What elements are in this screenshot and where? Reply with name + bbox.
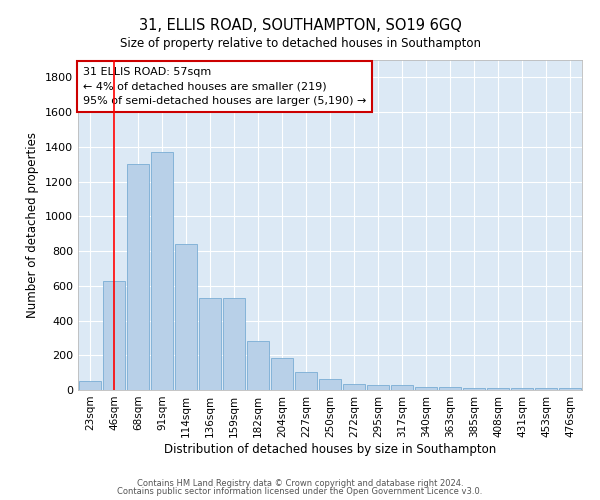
- Bar: [319, 378, 341, 390]
- Bar: [511, 388, 533, 390]
- Bar: [391, 385, 413, 390]
- Bar: [175, 244, 197, 390]
- Bar: [535, 388, 557, 390]
- Text: Size of property relative to detached houses in Southampton: Size of property relative to detached ho…: [119, 38, 481, 51]
- X-axis label: Distribution of detached houses by size in Southampton: Distribution of detached houses by size …: [164, 442, 496, 456]
- Text: 31 ELLIS ROAD: 57sqm
← 4% of detached houses are smaller (219)
95% of semi-detac: 31 ELLIS ROAD: 57sqm ← 4% of detached ho…: [83, 66, 367, 106]
- Bar: [127, 164, 149, 390]
- Text: Contains HM Land Registry data © Crown copyright and database right 2024.: Contains HM Land Registry data © Crown c…: [137, 478, 463, 488]
- Bar: [559, 388, 581, 390]
- Text: 31, ELLIS ROAD, SOUTHAMPTON, SO19 6GQ: 31, ELLIS ROAD, SOUTHAMPTON, SO19 6GQ: [139, 18, 461, 32]
- Bar: [271, 358, 293, 390]
- Bar: [415, 386, 437, 390]
- Bar: [463, 388, 485, 390]
- Bar: [151, 152, 173, 390]
- Bar: [79, 382, 101, 390]
- Bar: [199, 298, 221, 390]
- Y-axis label: Number of detached properties: Number of detached properties: [26, 132, 40, 318]
- Bar: [103, 280, 125, 390]
- Bar: [247, 342, 269, 390]
- Bar: [367, 385, 389, 390]
- Text: Contains public sector information licensed under the Open Government Licence v3: Contains public sector information licen…: [118, 487, 482, 496]
- Bar: [343, 384, 365, 390]
- Bar: [439, 388, 461, 390]
- Bar: [487, 388, 509, 390]
- Bar: [295, 372, 317, 390]
- Bar: [223, 298, 245, 390]
